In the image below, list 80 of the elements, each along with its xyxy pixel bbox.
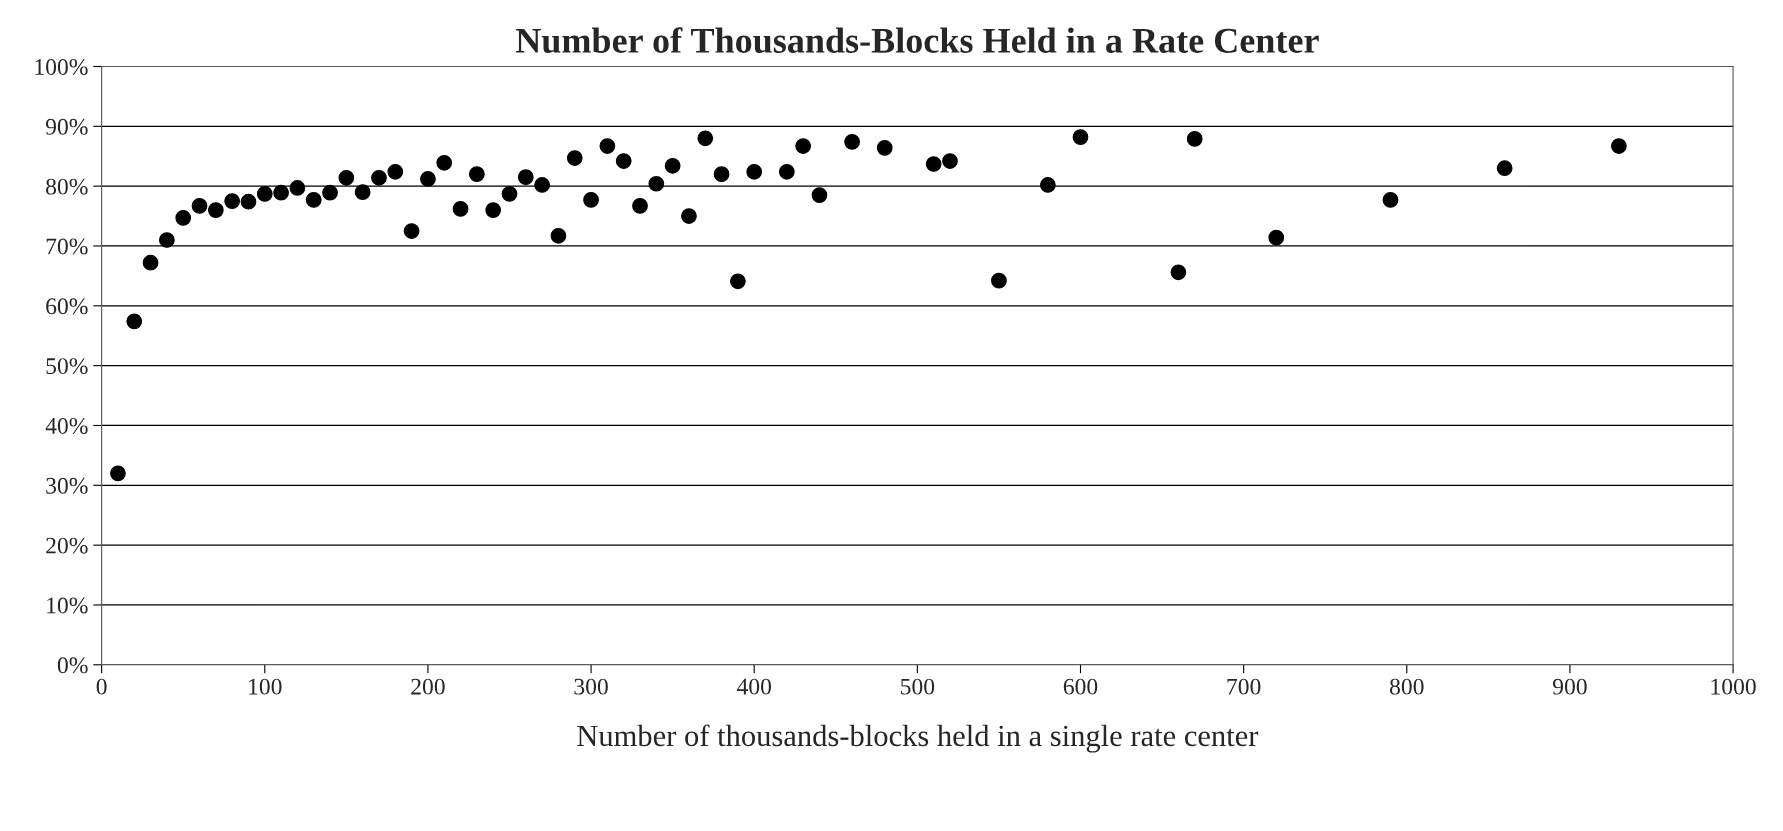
point [403, 223, 420, 239]
x-tick-label: 500 [901, 678, 935, 695]
point [420, 171, 436, 187]
point [305, 192, 322, 208]
chart-title: Number of Thousands-Blocks Held in a Rate Center [515, 27, 1319, 54]
point [697, 130, 714, 147]
point [550, 227, 567, 244]
point [599, 138, 616, 154]
point [632, 198, 648, 214]
point [730, 273, 746, 290]
point [485, 202, 502, 218]
point [142, 254, 159, 271]
point [942, 153, 958, 169]
y-tick-label: 70% [46, 238, 88, 255]
point [436, 154, 453, 171]
point [1072, 129, 1089, 145]
point [1496, 160, 1513, 177]
point [1611, 138, 1627, 154]
y-tick-label: 40% [45, 417, 88, 434]
point [159, 232, 175, 248]
point [256, 186, 273, 202]
y-tick-label: 10% [47, 597, 88, 614]
x-tick-label: 600 [1063, 678, 1098, 695]
point [681, 208, 697, 224]
point [175, 209, 192, 226]
x-tick-label: 400 [736, 678, 772, 695]
point [778, 163, 795, 180]
point [844, 133, 860, 150]
y-tick-label: 20% [46, 537, 88, 554]
y-tick-label: 30% [46, 477, 88, 494]
x-tick-label: 1000 [1711, 678, 1756, 695]
point [191, 198, 208, 214]
point [289, 180, 306, 196]
point [566, 150, 583, 166]
y-tick-label: 100% [35, 58, 88, 75]
point [126, 313, 143, 330]
point [468, 166, 485, 183]
point [338, 169, 355, 186]
point [615, 153, 632, 169]
point [991, 272, 1007, 289]
x-tick-label: 0 [96, 678, 107, 695]
point [207, 202, 224, 218]
point [387, 163, 404, 180]
y-tick-label: 50% [46, 358, 88, 375]
x-tick-label: 100 [249, 678, 282, 695]
point [371, 169, 387, 186]
point [322, 184, 338, 201]
point [1186, 131, 1203, 147]
point [648, 175, 665, 192]
point [876, 139, 893, 156]
point [354, 184, 371, 200]
point [664, 157, 681, 174]
x-tick-label: 800 [1389, 678, 1424, 695]
point [224, 193, 241, 209]
point [1382, 192, 1399, 208]
point [795, 138, 812, 154]
y-tick-label: 90% [45, 118, 88, 135]
y-tick-label: 60% [46, 298, 88, 315]
point [273, 184, 289, 201]
x-axis-title: Number of thousands-blocks held in a single rate center [577, 724, 1259, 753]
x-tick-label: 300 [574, 678, 608, 695]
x-tick-label: 900 [1552, 678, 1587, 695]
point [517, 169, 534, 186]
x-tick-label: 700 [1227, 678, 1261, 695]
point [501, 186, 518, 202]
point [925, 156, 942, 172]
point [110, 465, 126, 482]
point [746, 163, 763, 180]
point [713, 166, 730, 183]
point [452, 201, 469, 217]
point [1170, 264, 1187, 281]
y-tick-label: 80% [46, 178, 88, 195]
x-tick-label: 200 [411, 678, 445, 695]
point [240, 193, 257, 210]
y-tick-label: 0% [57, 657, 88, 674]
point [534, 177, 550, 193]
point [811, 187, 828, 203]
point [583, 192, 599, 208]
point [1040, 177, 1056, 193]
point [1268, 229, 1285, 246]
